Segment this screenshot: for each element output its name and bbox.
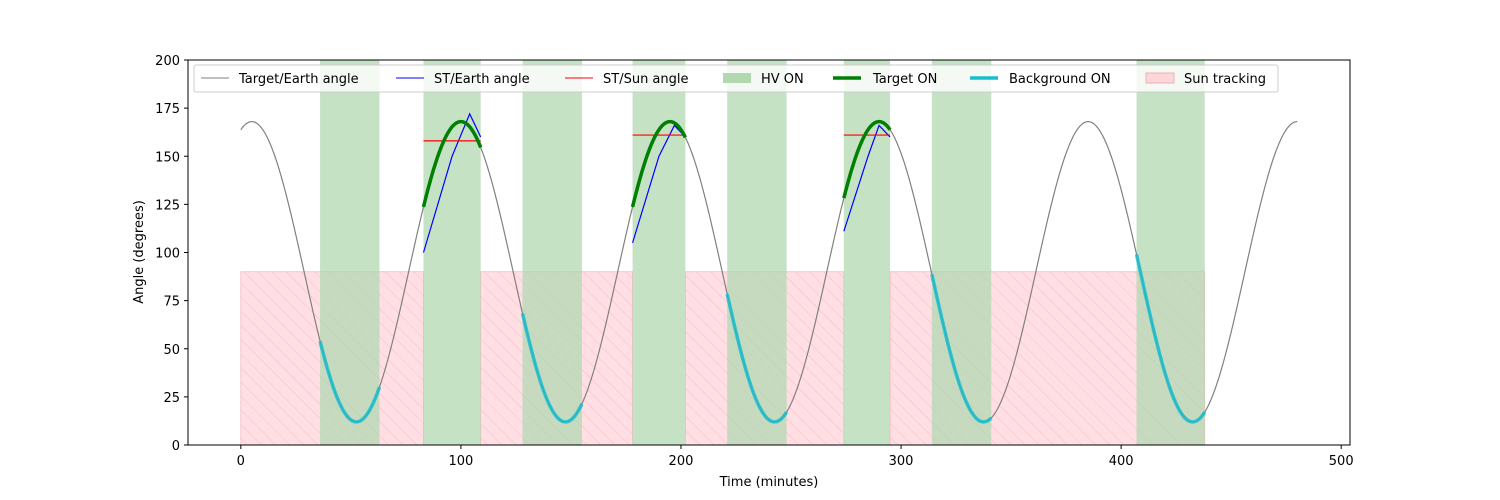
background-on-segment-3 [930, 273, 993, 424]
y-tick-label-0: 0 [172, 439, 180, 454]
legend-label-target-on: Target ON [872, 72, 937, 87]
background-on-segment-0 [318, 340, 382, 424]
y-axis-label: Angle (degrees) [132, 200, 147, 304]
hv-on-band-4 [727, 60, 787, 445]
target-on-segment-2 [842, 119, 892, 199]
y-tick-label-50: 50 [163, 343, 180, 358]
hv-on-layer [320, 60, 1205, 445]
y-tick-label-175: 175 [155, 102, 180, 117]
x-tick-label-200: 200 [669, 454, 694, 469]
legend: Target/Earth angle ST/Earth angle ST/Sun… [193, 64, 1279, 93]
x-tick-label-0: 0 [237, 454, 245, 469]
x-tick-label-500: 500 [1329, 454, 1354, 469]
x-axis-label: Time (minutes) [719, 475, 819, 490]
y-tick-label-125: 125 [155, 198, 180, 213]
legend-label-sun-tracking: Sun tracking [1184, 72, 1266, 87]
y-tick-label-75: 75 [163, 295, 180, 310]
y-tick-label-25: 25 [163, 391, 180, 406]
legend-label-hv-on: HV ON [761, 72, 804, 87]
x-tick-label-100: 100 [448, 454, 473, 469]
lines-layer [240, 112, 1298, 424]
y-tick-label-100: 100 [155, 247, 180, 262]
y-tick-label-150: 150 [155, 150, 180, 165]
st-earth-angle-segment-0 [422, 112, 482, 253]
background-on-segment-1 [520, 313, 584, 424]
axes-layer: 0 100 200 300 400 500 0 25 50 75 100 125 150 175 200 [155, 54, 1353, 469]
hv-on-band-0 [320, 60, 380, 445]
background-on-segment-4 [1134, 254, 1207, 424]
background-on-segment-2 [725, 293, 789, 424]
hv-on-band-1 [423, 60, 481, 445]
legend-label-background-on: Background ON [1009, 72, 1111, 87]
hv-on-band-2 [522, 60, 582, 445]
legend-label-st-earth: ST/Earth angle [434, 72, 530, 87]
st-earth-angle-segment-2 [843, 124, 891, 232]
legend-swatch-sun-tracking [1145, 72, 1175, 84]
y-tick-label-200: 200 [155, 54, 180, 69]
sun-tracking-layer [240, 271, 1206, 445]
x-tick-label-300: 300 [889, 454, 914, 469]
legend-label-st-sun: ST/Sun angle [603, 72, 689, 87]
hv-on-band-3 [632, 60, 686, 445]
hv-on-band-5 [843, 60, 891, 445]
hv-on-band-6 [931, 60, 992, 445]
x-tick-label-400: 400 [1109, 454, 1134, 469]
legend-swatch-hv-on [723, 73, 751, 83]
target-on-segment-0 [421, 119, 483, 208]
hv-on-band-7 [1136, 60, 1205, 445]
target-on-segment-1 [630, 119, 687, 208]
legend-label-target-earth: Target/Earth angle [238, 72, 359, 87]
